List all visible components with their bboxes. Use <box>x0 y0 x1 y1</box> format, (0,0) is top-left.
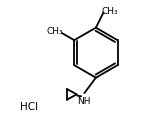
Text: NH: NH <box>77 97 90 106</box>
Text: CH₃: CH₃ <box>47 27 63 36</box>
Text: CH₃: CH₃ <box>101 7 118 15</box>
Text: HCl: HCl <box>20 102 38 111</box>
